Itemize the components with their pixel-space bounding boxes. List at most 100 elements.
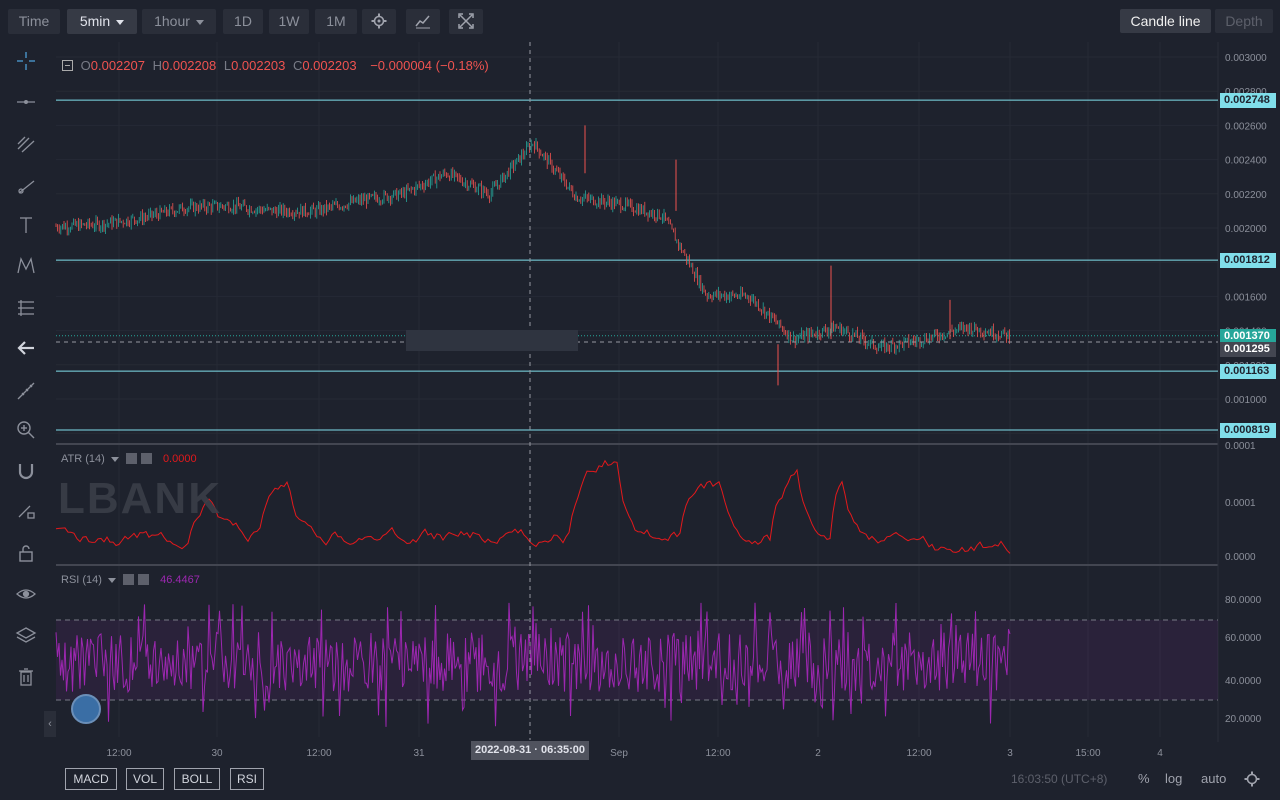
bottom-bar: MACD VOL BOLL RSI 16:03:50 (UTC+8) % log… [0,764,1280,800]
interval-5min-dropdown[interactable]: 5min [67,9,137,34]
rsi-axis: 80.0000 60.0000 40.0000 20.0000 [1225,595,1262,725]
time-button[interactable]: Time [8,9,60,34]
crosshair-icon[interactable] [15,50,37,72]
atr-title[interactable]: ATR (14) 0.0000 [61,453,197,465]
close-key: C [292,58,303,73]
time-axis[interactable]: 12:00 30 12:00 31 Sep 12:00 2 12:00 3 15:00 4 [106,748,1163,759]
rsi-value: 46.4467 [160,574,200,586]
trash-icon[interactable] [15,666,37,688]
boll-button[interactable]: BOLL [174,768,220,790]
time-tick-label: 15:00 [1075,748,1100,759]
interval-1m-button[interactable]: 1M [315,9,357,34]
price-tick-label: 0.001000 [1225,395,1267,406]
chart-grid [56,42,1218,737]
settings-icon[interactable] [123,574,135,585]
depth-button[interactable]: Depth [1215,9,1273,33]
price-tag: 0.001295 [1220,341,1276,357]
drawing-toolbar [0,42,52,762]
time-tick-label: 31 [413,748,425,759]
interval-label: 5min [79,13,111,29]
pencil-lock-icon[interactable] [15,500,37,522]
time-tick-label: 30 [211,748,223,759]
magnet-icon[interactable] [15,460,37,482]
candle-line-button[interactable]: Candle line [1120,9,1211,33]
chart-indicator-icon [415,15,430,29]
horizontal-line-icon[interactable] [15,91,37,113]
time-tick-label: 12:00 [106,748,131,759]
gear-icon [371,13,387,29]
price-tick-label: 0.003000 [1225,53,1267,64]
price-tick-label: 0.002000 [1225,224,1267,235]
price-tick-label: 0.002400 [1225,156,1267,167]
price-tag: 0.001370 [1220,328,1276,344]
horizontal-levels[interactable] [56,99,1218,431]
hour-label: 1hour [154,13,190,29]
chevron-down-icon[interactable] [110,456,119,462]
high-key: H [152,58,162,73]
rsi-tick-label: 60.0000 [1225,633,1262,644]
expand-icon [458,13,474,29]
price-series [55,125,1010,386]
auto-toggle[interactable]: auto [1201,771,1227,786]
interval-1hour-dropdown[interactable]: 1hour [142,9,216,34]
settings-icon[interactable] [125,453,137,464]
open-value: 0.002207 [90,58,145,73]
open-key: O [80,58,91,73]
lock-icon[interactable] [15,542,37,564]
back-arrow-icon[interactable] [15,337,37,359]
parallel-channel-icon[interactable] [15,133,37,155]
gear-icon[interactable] [1244,771,1260,787]
zoom-in-icon[interactable] [15,419,37,441]
rsi-tick-label: 40.0000 [1225,676,1262,687]
crosshair-tooltip [406,330,578,351]
close-icon[interactable] [138,574,150,585]
atr-tick-label: 0.0000 [1225,552,1256,563]
price-tick-label: 0.002600 [1225,121,1267,132]
price-tag: 0.002748 [1220,93,1276,109]
chart-canvas[interactable]: 0.003000 0.002800 0.002600 0.002400 0.002200… [0,42,1280,764]
atr-tick-label: 0.0001 [1225,441,1256,452]
time-tick-label: 12:00 [906,748,931,759]
time-tick-label: 3 [1007,748,1013,759]
time-tick-label: 2 [815,748,821,759]
layers-icon[interactable] [15,625,37,647]
price-axis[interactable]: 0.003000 0.002800 0.002600 0.002400 0.002200… [1225,53,1267,440]
rsi-label: RSI (14) [61,574,102,586]
fullscreen-button[interactable] [449,9,483,34]
chevron-down-icon[interactable] [107,577,116,583]
ruler-icon[interactable] [15,380,37,402]
lbank-logo-icon[interactable] [71,694,101,724]
macd-button[interactable]: MACD [65,768,117,790]
collapse-toolbar-button[interactable]: ‹ [44,711,56,737]
atr-line [55,459,1011,554]
text-tool-icon[interactable] [15,214,37,236]
rsi-tick-label: 20.0000 [1225,714,1262,725]
vol-button[interactable]: VOL [126,768,164,790]
price-tag: 0.000819 [1220,422,1276,438]
rsi-title[interactable]: RSI (14) 46.4467 [61,574,200,586]
collapse-legend-icon[interactable] [62,60,73,71]
log-toggle[interactable]: log [1165,771,1183,786]
close-value: 0.002203 [302,58,357,73]
price-tick-label: 0.002800 [1225,87,1267,98]
ray-line-icon[interactable] [15,175,37,197]
interval-1w-button[interactable]: 1W [269,9,309,34]
percent-toggle[interactable]: % [1138,771,1150,786]
rsi-button[interactable]: RSI [230,768,264,790]
price-tag: 0.001812 [1220,253,1276,269]
low-value: 0.002203 [231,58,286,73]
chevron-down-icon [195,19,204,25]
high-value: 0.002208 [162,58,217,73]
pattern-tool-icon[interactable] [15,255,37,277]
interval-1d-button[interactable]: 1D [223,9,263,34]
price-tick-label: 0.002200 [1225,190,1267,201]
fibonacci-icon[interactable] [15,297,37,319]
indicators-button[interactable] [406,9,440,34]
close-icon[interactable] [140,453,152,464]
atr-axis: 0.0001 0.0001 0.0000 [1225,441,1256,563]
low-key: L [223,58,232,73]
eye-icon[interactable] [15,583,37,605]
price-tag: 0.001163 [1220,364,1276,380]
settings-button[interactable] [362,9,396,34]
time-tick-label: 4 [1157,748,1163,759]
